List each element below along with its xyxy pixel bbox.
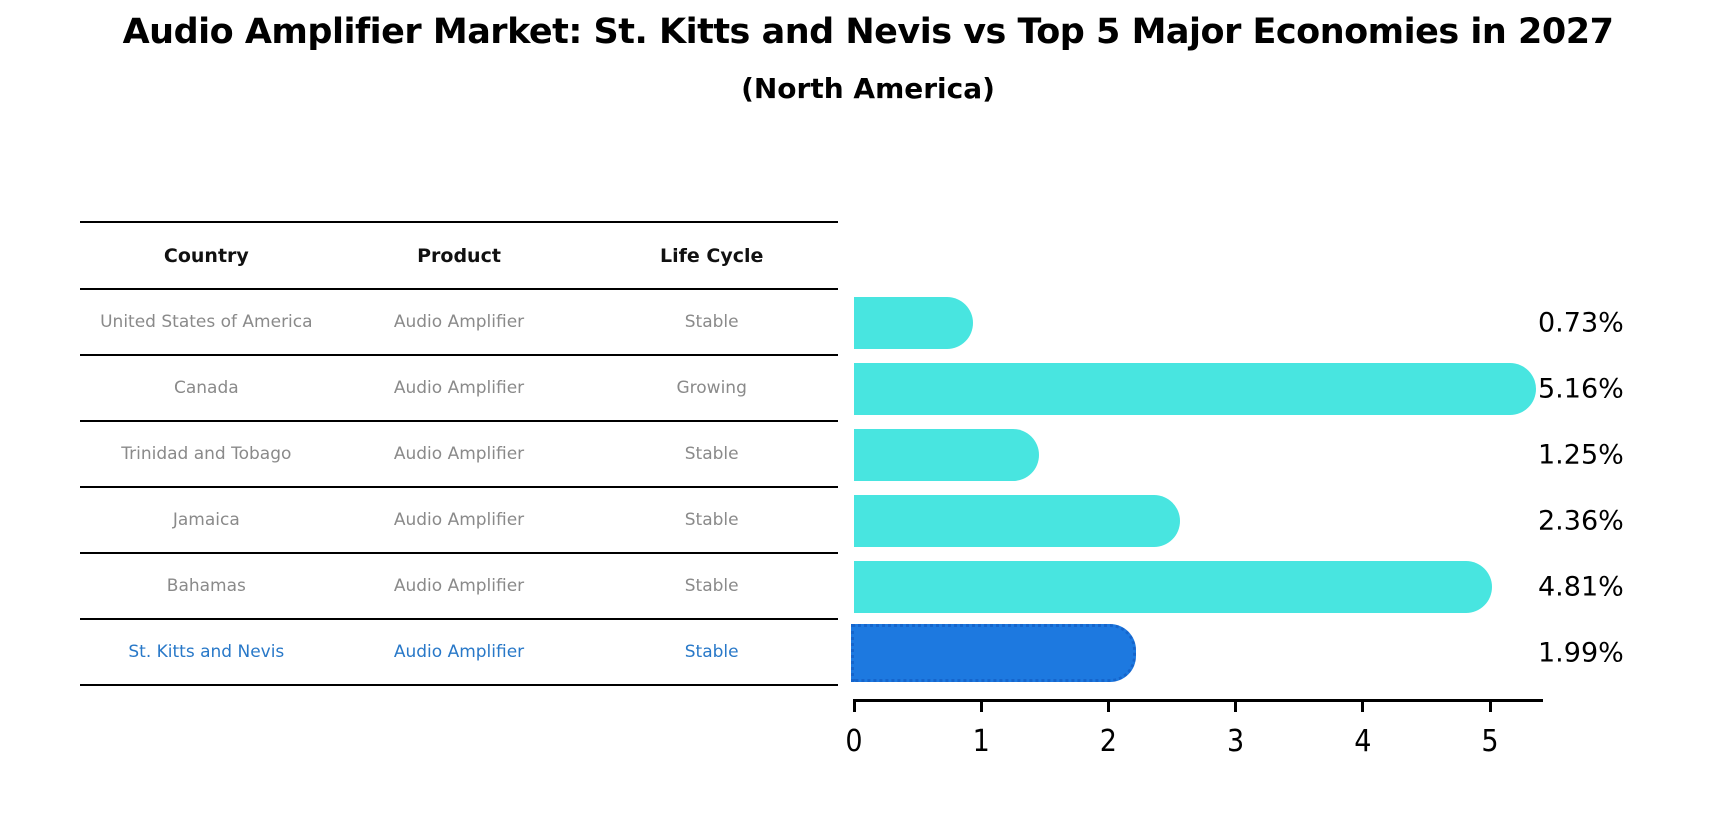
bar-trinidad-and-tobago <box>854 429 1039 481</box>
x-axis-tick-label-2: 2 <box>1099 724 1117 759</box>
table-cell-product: Audio Amplifier <box>393 642 525 662</box>
table-cell-product: Audio Amplifier <box>393 510 525 530</box>
bar-jamaica <box>854 495 1181 547</box>
table-cell-life-cycle: Stable <box>684 642 739 662</box>
chart-subtitle: (North America) <box>741 72 995 105</box>
table-cell-product: Audio Amplifier <box>393 444 525 464</box>
value-label-united-states-of-america: 0.73% <box>1538 307 1624 339</box>
x-axis-tick-2 <box>1106 702 1110 712</box>
x-axis-tick-3 <box>1234 702 1238 712</box>
x-axis-tick-1 <box>979 702 983 712</box>
table-cell-country: Jamaica <box>172 510 240 530</box>
table-cell-life-cycle: Stable <box>684 444 739 464</box>
value-label-trinidad-and-tobago: 1.25% <box>1538 439 1624 471</box>
bar-united-states-of-america <box>854 297 973 349</box>
x-axis-line <box>853 699 1543 702</box>
value-label-canada: 5.16% <box>1538 373 1624 405</box>
table-body: United States of America Audio Amplifier S… <box>80 290 838 686</box>
bar-canada <box>854 363 1537 415</box>
bar-bahamas <box>854 561 1492 613</box>
table-cell-product: Audio Amplifier <box>393 576 525 596</box>
table-cell-life-cycle: Stable <box>684 576 739 596</box>
table-row-st-kitts-and-nevis: St. Kitts and Nevis Audio Amplifier Stable <box>80 620 838 686</box>
table-cell-life-cycle: Growing <box>676 378 747 398</box>
table-header-country: Country <box>163 244 249 267</box>
value-label-bahamas: 4.81% <box>1538 571 1624 603</box>
x-axis-tick-label-3: 3 <box>1227 724 1245 759</box>
table-cell-country: Canada <box>173 378 239 398</box>
x-axis-tick-label-4: 4 <box>1354 724 1372 759</box>
x-axis-tick-5 <box>1488 702 1492 712</box>
x-axis-tick-4 <box>1361 702 1365 712</box>
table-header-product: Product <box>417 244 501 267</box>
x-axis-tick-0 <box>852 702 856 712</box>
table-cell-product: Audio Amplifier <box>393 312 525 332</box>
chart-title: Audio Amplifier Market: St. Kitts and Ne… <box>122 12 1614 52</box>
table-row-canada: Canada Audio Amplifier Growing <box>80 356 838 422</box>
table-cell-country: St. Kitts and Nevis <box>128 642 285 662</box>
table-header-life-cycle: Life Cycle <box>659 244 764 267</box>
table-row-jamaica: Jamaica Audio Amplifier Stable <box>80 488 838 554</box>
table-cell-product: Audio Amplifier <box>393 378 525 398</box>
table-row-bahamas: Bahamas Audio Amplifier Stable <box>80 554 838 620</box>
table-row-trinidad-and-tobago: Trinidad and Tobago Audio Amplifier Stable <box>80 422 838 488</box>
table-cell-life-cycle: Stable <box>684 510 739 530</box>
table-cell-country: Trinidad and Tobago <box>121 444 292 464</box>
table-header-row: Country Product Life Cycle <box>80 221 838 290</box>
value-label-jamaica: 2.36% <box>1538 505 1624 537</box>
value-label-st-kitts-and-nevis: 1.99% <box>1538 637 1624 669</box>
bar-st-kitts-and-nevis <box>851 624 1137 682</box>
x-axis-tick-label-1: 1 <box>972 724 990 759</box>
x-axis-tick-label-5: 5 <box>1481 724 1499 759</box>
table-cell-life-cycle: Stable <box>684 312 739 332</box>
table-cell-country: United States of America <box>100 312 313 332</box>
table-cell-country: Bahamas <box>166 576 246 596</box>
data-table: Country Product Life Cycle United States… <box>80 221 838 686</box>
table-row-united-states-of-america: United States of America Audio Amplifier S… <box>80 290 838 356</box>
x-axis-tick-label-0: 0 <box>845 724 863 759</box>
